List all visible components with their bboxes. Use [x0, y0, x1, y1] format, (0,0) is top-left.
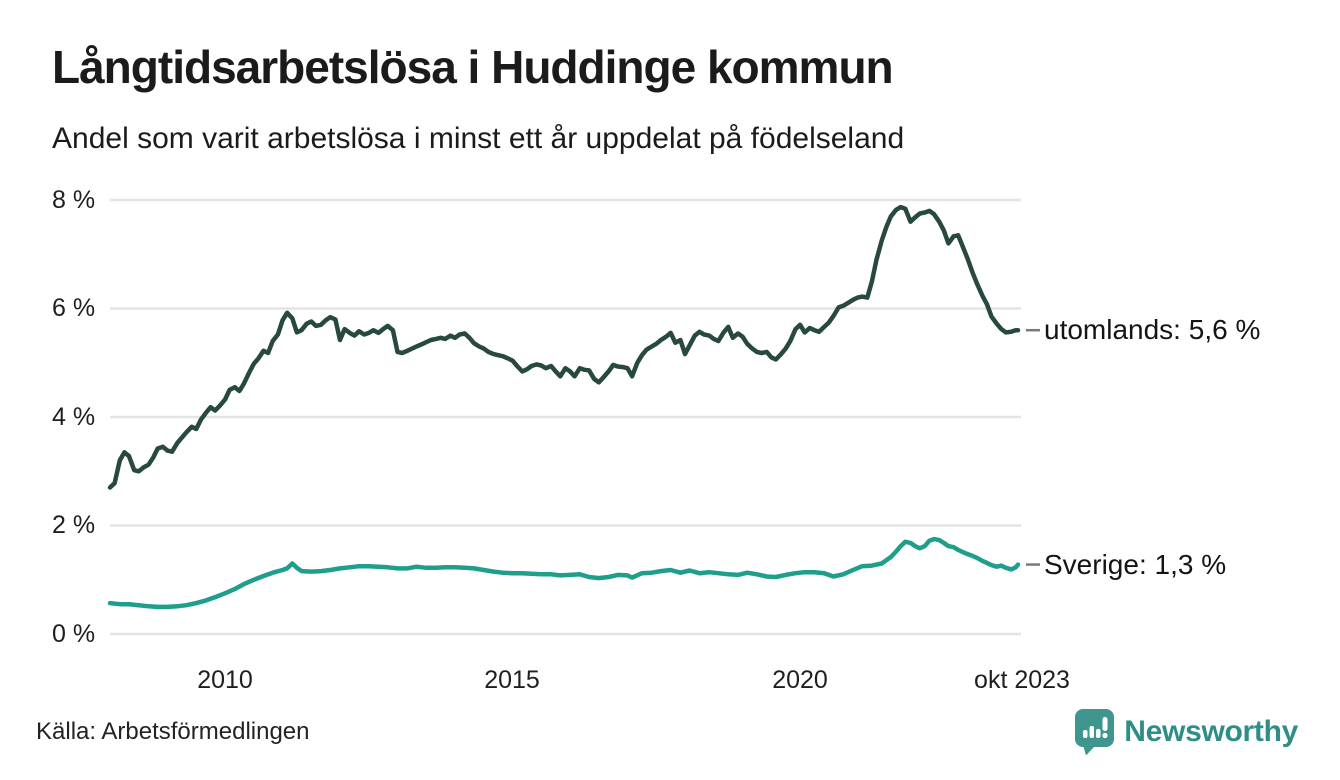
newsworthy-bubble-chart-icon — [1074, 708, 1115, 756]
x-tick-label-2015: 2015 — [484, 666, 540, 694]
series-label-sverige: Sverige: 1,3 % — [1044, 549, 1227, 580]
y-tick-label-8: 8 % — [52, 186, 96, 214]
source-attribution: Källa: Arbetsförmedlingen — [36, 718, 310, 745]
y-tick-label-4: 4 % — [52, 403, 96, 431]
x-tick-label-2010: 2010 — [197, 666, 253, 694]
chart-subtitle: Andel som varit arbetslösa i minst ett å… — [52, 122, 905, 155]
page-title: Långtidsarbetslösa i Huddinge kommun — [52, 41, 894, 93]
x-tick-label-2020: 2020 — [772, 666, 828, 694]
newsworthy-logo: Newsworthy — [1074, 708, 1298, 756]
series-line-sverige — [107, 536, 1021, 610]
y-tick-label-2: 2 % — [52, 511, 96, 539]
y-tick-label-0: 0 % — [52, 620, 96, 648]
newsworthy-wordmark: Newsworthy — [1124, 715, 1298, 748]
x-tick-label-okt2023: okt 2023 — [974, 666, 1070, 694]
series-line-utomlands — [107, 204, 1021, 490]
y-tick-label-6: 6 % — [52, 294, 96, 322]
series-label-utomlands: utomlands: 5,6 % — [1044, 314, 1261, 345]
